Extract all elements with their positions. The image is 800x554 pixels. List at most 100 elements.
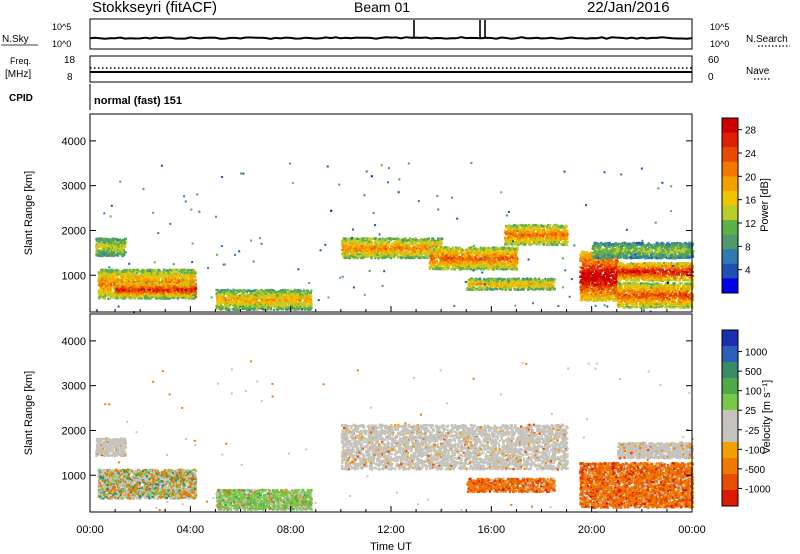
power-cell [218, 300, 220, 302]
power-cell [293, 300, 295, 302]
power-cell [361, 243, 363, 245]
power-cell [151, 281, 153, 283]
power-cell [295, 308, 297, 310]
power-cell [299, 299, 301, 301]
power-cell [123, 254, 125, 256]
nave-tick-top: 60 [708, 55, 720, 66]
power-cell [160, 286, 162, 288]
power-cell [259, 295, 261, 297]
power-cell [123, 283, 125, 285]
power-cell [144, 276, 146, 278]
power-cell [244, 295, 246, 297]
power-cell [107, 279, 109, 281]
power-cell [187, 297, 189, 299]
power-cell [130, 288, 132, 290]
power-cell [176, 279, 178, 281]
nsky-trace [90, 37, 692, 39]
power-cell [129, 273, 131, 275]
power-cell [219, 294, 221, 296]
power-cell [168, 269, 170, 271]
nave-label: Nave [746, 66, 770, 77]
power-cell [186, 295, 188, 297]
power-cell [119, 283, 121, 285]
power-cell [154, 282, 156, 284]
power-cell [101, 244, 103, 246]
power-cell [139, 295, 141, 297]
power-cell [180, 275, 182, 277]
power-cell [145, 284, 147, 286]
power-cell [106, 255, 108, 257]
power-cell [251, 305, 253, 307]
power-cell [270, 303, 272, 305]
power-cell [263, 293, 265, 295]
power-cell [121, 286, 123, 288]
power-cell [154, 271, 156, 273]
cpid-label: CPID [9, 93, 33, 104]
power-cell [116, 291, 118, 293]
power-cell [239, 296, 241, 298]
power-cell [130, 269, 132, 271]
power-cell [155, 279, 157, 281]
power-cell [144, 271, 146, 273]
power-cell [108, 252, 110, 254]
power-cell [284, 291, 286, 293]
power-cell [114, 240, 116, 242]
power-cell [109, 287, 111, 289]
power-cell [285, 308, 287, 310]
power-cell [306, 296, 308, 298]
power-cell [126, 293, 128, 295]
power-cell [161, 283, 163, 285]
power-cell [254, 298, 256, 300]
power-cell [117, 271, 119, 273]
power-cell [271, 295, 273, 297]
freq-strip: Freq. [MHz] 18 8 60 0 Nave [5, 55, 770, 83]
power-cell [233, 293, 235, 295]
power-cell [178, 280, 180, 282]
power-cell [176, 284, 178, 286]
power-cell [121, 250, 123, 252]
power-cell [180, 278, 182, 280]
power-cell [283, 296, 285, 298]
power-cell [381, 257, 383, 259]
power-cell [170, 288, 172, 290]
power-cell [172, 294, 174, 296]
power-cell [113, 238, 115, 240]
power-cell [109, 297, 111, 299]
power-cell [126, 269, 128, 271]
power-cell [122, 289, 124, 291]
power-cell [182, 274, 184, 276]
nsearch-tick-top: 10^5 [710, 22, 729, 32]
power-cell [113, 280, 115, 282]
power-cell [301, 294, 303, 296]
power-cell [217, 293, 219, 295]
power-cell [168, 293, 170, 295]
power-cell [254, 294, 256, 296]
power-cell [101, 279, 103, 281]
power-cell [305, 299, 307, 301]
power-cell [139, 291, 141, 293]
power-cell [139, 278, 141, 280]
power-cell [133, 297, 135, 299]
power-cell [96, 238, 98, 240]
power-cell [125, 277, 127, 279]
power-cell [276, 299, 278, 301]
power-cell [293, 295, 295, 297]
power-cell [230, 291, 232, 293]
power-cell [135, 282, 137, 284]
power-cell [244, 308, 246, 310]
power-cell [170, 283, 172, 285]
power-cell [164, 295, 166, 297]
power-cell [256, 295, 258, 297]
power-cell [288, 301, 290, 303]
power-cell [117, 239, 119, 241]
power-cell [191, 275, 193, 277]
power-cell [256, 307, 258, 309]
power-cell [124, 251, 126, 253]
power-cell [287, 294, 289, 296]
power-cell [188, 269, 190, 271]
power-cell [269, 290, 271, 292]
power-cell [160, 295, 162, 297]
power-cell [277, 303, 279, 305]
power-cell [246, 291, 248, 293]
power-cell [142, 271, 144, 273]
